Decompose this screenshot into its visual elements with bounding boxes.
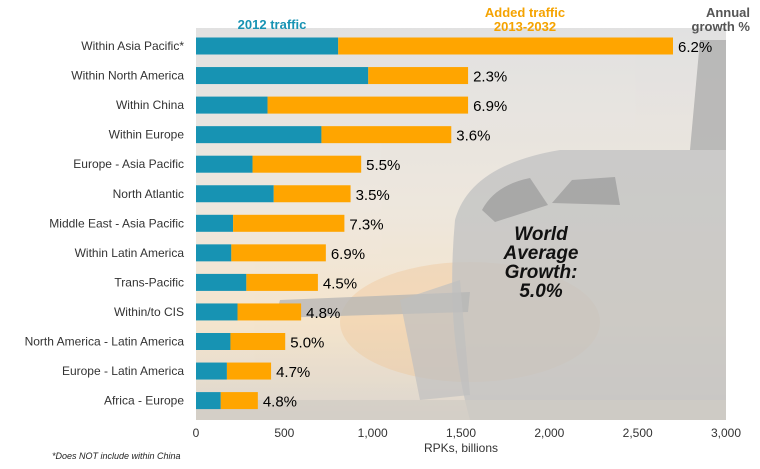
world-average-line-3: Growth: [505,262,578,283]
bar-2012-traffic-9 [196,303,238,321]
growth-label-7: 6.9% [331,246,365,263]
growth-label-6: 7.3% [349,216,383,233]
bar-2012-traffic-1 [196,67,369,85]
bar-2012-traffic-11 [196,362,227,380]
x-tick-label-2: 1,000 [358,426,388,440]
header-added-traffic: Added traffic [485,5,565,20]
bar-added-traffic-6 [233,214,345,232]
x-axis-title: RPKs, billions [424,441,498,455]
category-label-3: Within Europe [109,128,185,142]
category-label-6: Middle East - Asia Pacific [49,216,184,230]
airplane-photo-background [196,28,726,420]
category-label-0: Within Asia Pacific* [81,39,184,53]
x-tick-label-6: 3,000 [711,426,741,440]
category-label-7: Within Latin America [75,246,185,260]
growth-label-0: 6.2% [678,39,712,56]
growth-label-3: 3.6% [456,128,490,145]
growth-label-2: 6.9% [473,98,507,115]
x-tick-label-5: 2,500 [623,426,653,440]
bar-2012-traffic-5 [196,185,274,203]
growth-label-4: 5.5% [366,157,400,174]
category-label-2: Within China [116,98,184,112]
category-label-10: North America - Latin America [25,335,185,349]
world-average-line-1: World [514,224,568,245]
bar-2012-traffic-12 [196,392,221,410]
bar-2012-traffic-3 [196,126,322,144]
category-labels: Within Asia Pacific* Within North America… [25,39,185,408]
x-tick-label-0: 0 [193,426,200,440]
bar-added-traffic-2 [267,96,469,114]
bar-2012-traffic-4 [196,155,253,173]
header-annual-growth: Annual [706,5,750,20]
header-annual-growth-unit: growth % [692,19,751,34]
bar-added-traffic-3 [321,126,452,144]
bar-2012-traffic-7 [196,244,232,262]
bar-2012-traffic-8 [196,273,247,291]
bar-added-traffic-1 [368,67,469,85]
x-axis-ticks: 0 500 1,000 1,500 2,000 2,500 3,000 [193,426,742,440]
category-label-12: Africa - Europe [104,394,184,408]
bar-added-traffic-7 [231,244,326,262]
bar-2012-traffic-0 [196,37,339,55]
growth-label-5: 3.5% [356,187,390,204]
category-label-11: Europe - Latin America [62,364,184,378]
growth-label-12: 4.8% [263,394,297,411]
growth-label-8: 4.5% [323,275,357,292]
bar-added-traffic-5 [273,185,351,203]
bar-added-traffic-11 [226,362,272,380]
bar-added-traffic-10 [230,333,286,350]
header-added-traffic-years: 2013-2032 [494,19,556,34]
world-average-line-2: Average [503,243,579,264]
growth-label-1: 2.3% [473,69,507,86]
bar-2012-traffic-2 [196,96,268,114]
bars [196,37,673,410]
growth-label-11: 4.7% [276,364,310,381]
bar-added-traffic-8 [246,273,318,291]
bar-added-traffic-12 [220,392,258,410]
world-average-annotation: World Average Growth: 5.0% [503,224,579,302]
footnote: *Does NOT include within China [52,451,181,461]
bar-added-traffic-9 [237,303,302,321]
bar-2012-traffic-10 [196,333,231,350]
category-label-8: Trans-Pacific [114,275,184,289]
growth-label-9: 4.8% [306,305,340,322]
header-2012-traffic: 2012 traffic [238,17,307,32]
world-average-line-4: 5.0% [519,281,562,302]
bar-2012-traffic-6 [196,214,234,232]
category-label-9: Within/to CIS [114,305,184,319]
category-label-4: Europe - Asia Pacific [73,157,184,171]
bar-added-traffic-4 [252,155,362,173]
x-tick-label-3: 1,500 [446,426,476,440]
x-tick-label-4: 2,000 [534,426,564,440]
category-label-5: North Atlantic [113,187,184,201]
category-label-1: Within North America [71,69,184,83]
growth-labels: 6.2% 2.3% 6.9% 3.6% 5.5% 3.5% 7.3% 6.9% 4.5% 4.8%… [263,39,712,411]
bar-added-traffic-0 [338,37,673,55]
growth-label-10: 5.0% [290,335,324,352]
x-tick-label-1: 500 [274,426,294,440]
